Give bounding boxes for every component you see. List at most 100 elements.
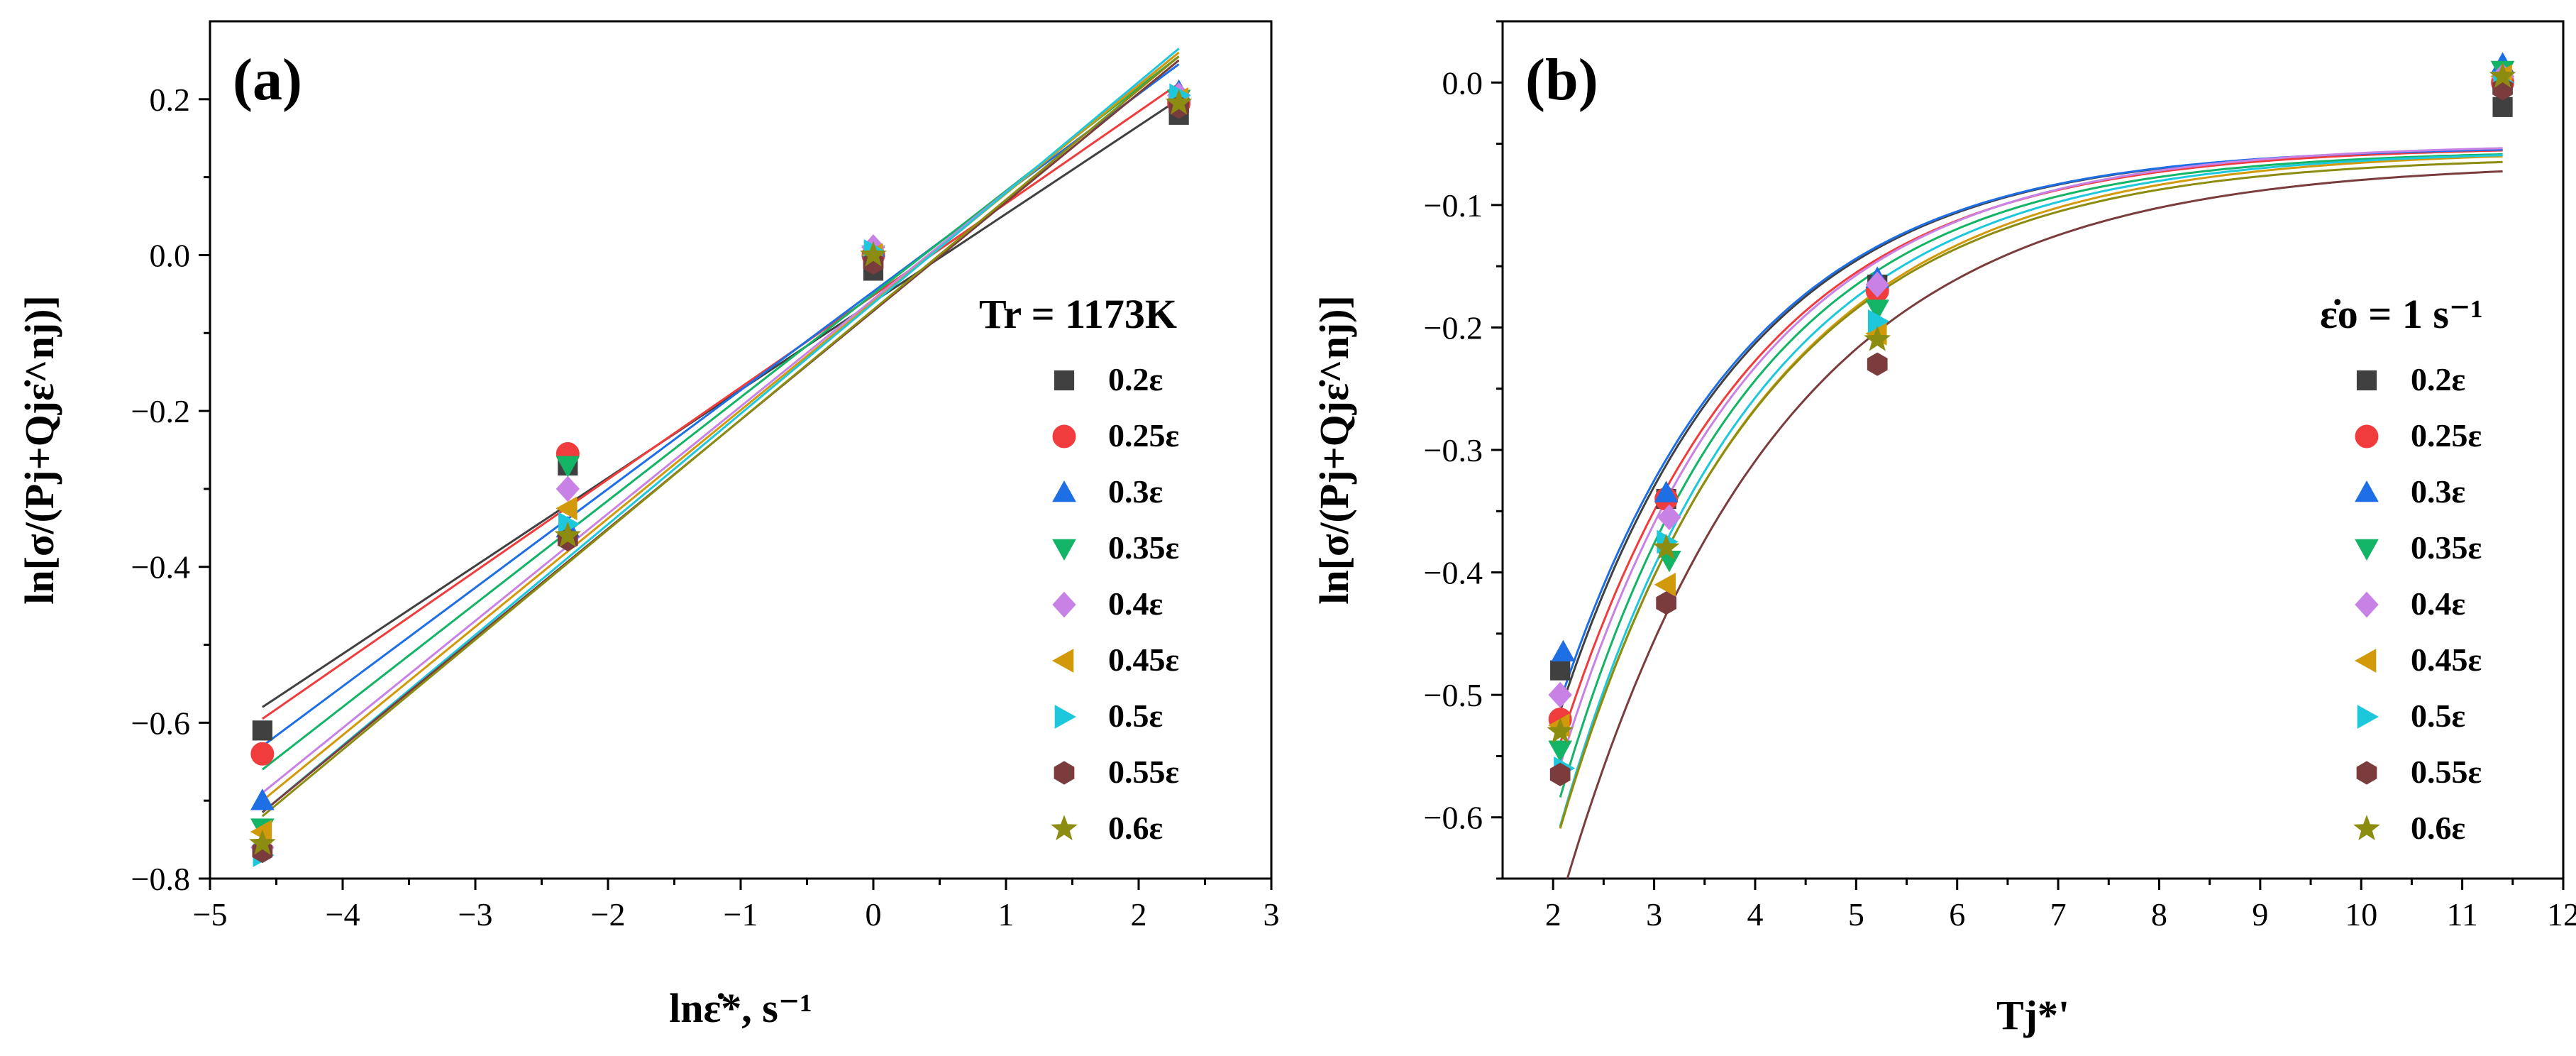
y-tick-label: −0.3 [1424, 432, 1483, 468]
y-tick-label: −0.6 [131, 705, 190, 741]
x-tick-label: 10 [2345, 896, 2377, 933]
legend-marker [1052, 480, 1076, 502]
x-tick-label: 0 [866, 896, 882, 933]
data-point [555, 456, 580, 478]
legend-entry: 0.45ε [1108, 642, 1179, 678]
data-point [248, 829, 276, 855]
legend-marker [2355, 539, 2379, 561]
y-tick-label: −0.2 [131, 393, 190, 429]
legend-title: ε̇o = 1 s⁻¹ [2320, 291, 2483, 337]
data-point [554, 521, 582, 547]
fit-line [261, 63, 1180, 747]
fit-line [262, 82, 1180, 720]
x-axis-title: Tj*' [1996, 992, 2069, 1038]
legend-marker [2353, 815, 2380, 841]
x-tick-label: 7 [2050, 896, 2067, 933]
legend-entry: 0.4ε [2411, 585, 2465, 622]
data-point [2489, 62, 2516, 88]
data-point [252, 720, 272, 741]
y-axis-title: ln[σ/(Pj+Qjε̇^nj)] [16, 295, 62, 605]
data-point [250, 742, 275, 766]
legend-marker [2356, 370, 2377, 391]
data-point [1865, 271, 1889, 298]
legend-marker [1054, 370, 1075, 391]
legend-marker [2355, 480, 2379, 502]
legend-marker [1054, 761, 1075, 785]
y-tick-label: −0.1 [1424, 187, 1483, 224]
data-point [1654, 572, 1676, 597]
legend-entry: 0.5ε [1108, 698, 1163, 734]
data-point [1654, 480, 1679, 502]
legend-marker [1051, 815, 1078, 841]
data-point [2492, 97, 2513, 117]
data-point [1165, 89, 1193, 115]
y-tick-label: −0.2 [1424, 309, 1483, 346]
y-tick-label: −0.6 [1424, 800, 1483, 836]
legend-marker [1052, 591, 1076, 618]
x-tick-label: 8 [2151, 896, 2167, 933]
data-point [555, 496, 577, 521]
legend-entry: 0.55ε [1108, 754, 1179, 790]
fit-curve [1559, 154, 2503, 827]
data-point [1547, 717, 1574, 743]
x-tick-label: 2 [1545, 896, 1561, 933]
data-point [555, 475, 580, 502]
x-tick-label: −5 [193, 896, 228, 933]
x-tick-label: 12 [2547, 896, 2576, 933]
fit-curve [1566, 170, 2503, 879]
legend-marker [1054, 705, 1077, 729]
legend-entry: 0.6ε [2411, 810, 2465, 846]
x-tick-label: 3 [1646, 896, 1662, 933]
legend-entry: 0.6ε [1108, 810, 1163, 846]
fit-line [261, 55, 1180, 818]
legend: Tr = 1173K 0.2ε 0.25ε 0.3ε 0.35ε 0.4ε 0.45ε 0.5… [979, 291, 1179, 846]
legend-entry: 0.4ε [1108, 585, 1163, 622]
legend-entry: 0.2ε [1108, 361, 1163, 397]
legend-entry: 0.2ε [2411, 361, 2465, 397]
x-tick-label: 4 [1747, 896, 1763, 933]
fit-line [261, 48, 1180, 813]
legend-entry: 0.3ε [2411, 473, 2465, 510]
y-tick-label: 0.0 [150, 237, 191, 273]
legend-entry: 0.45ε [2411, 642, 2482, 678]
legend-entry: 0.25ε [2411, 417, 2482, 453]
y-tick-label: −0.8 [131, 861, 190, 897]
legend-marker [1051, 649, 1074, 673]
data-point [1548, 740, 1573, 762]
x-tick-label: 2 [1131, 896, 1147, 933]
fit-curve [1559, 147, 2503, 766]
x-tick-label: −1 [724, 896, 758, 933]
x-tick-label: 6 [1949, 896, 1965, 933]
legend-marker [2355, 591, 2379, 618]
data-point [1548, 681, 1572, 708]
data-point [1865, 299, 1890, 321]
fit-lines [261, 48, 1180, 818]
legend: ε̇o = 1 s⁻¹ 0.2ε 0.25ε 0.3ε 0.35ε 0.4ε 0.45ε 0.… [2320, 291, 2483, 846]
fit-curve [1559, 160, 2503, 828]
legend-entry: 0.25ε [1108, 417, 1179, 453]
y-tick-label: 0.0 [1442, 65, 1483, 101]
panel-b: 2 3 4 5 6 7 8 9 10 11 12 −0.6 −0.5 −0.4 −0.3 −0.2 −0.1 0.… [1311, 20, 2576, 1038]
y-tick-label: −0.4 [131, 549, 190, 585]
y-tick-label: −0.4 [1424, 555, 1483, 591]
x-tick-label: −2 [591, 896, 626, 933]
data-point [1864, 325, 1891, 351]
data-point [1551, 639, 1576, 662]
legend-entry: 0.55ε [2411, 754, 2482, 790]
panel-label: (b) [1525, 47, 1598, 113]
y-axis-title: ln[σ/(Pj+Qjε̇^nj)] [1311, 295, 1357, 605]
legend-marker [2354, 649, 2377, 673]
x-tick-label: −3 [458, 896, 493, 933]
legend-marker [1052, 424, 1076, 449]
fit-line [262, 98, 1180, 708]
x-tick-label: 9 [2252, 896, 2268, 933]
plot-frame [1501, 20, 2565, 880]
x-tick-label: 1 [998, 896, 1015, 933]
legend-marker [2357, 705, 2379, 729]
data-point [1652, 534, 1680, 560]
data-point [1867, 309, 1890, 334]
legend-entry: 0.35ε [1108, 529, 1179, 566]
data-point [1657, 504, 1681, 531]
x-axis-title: lnε̇*, s⁻¹ [669, 985, 812, 1031]
